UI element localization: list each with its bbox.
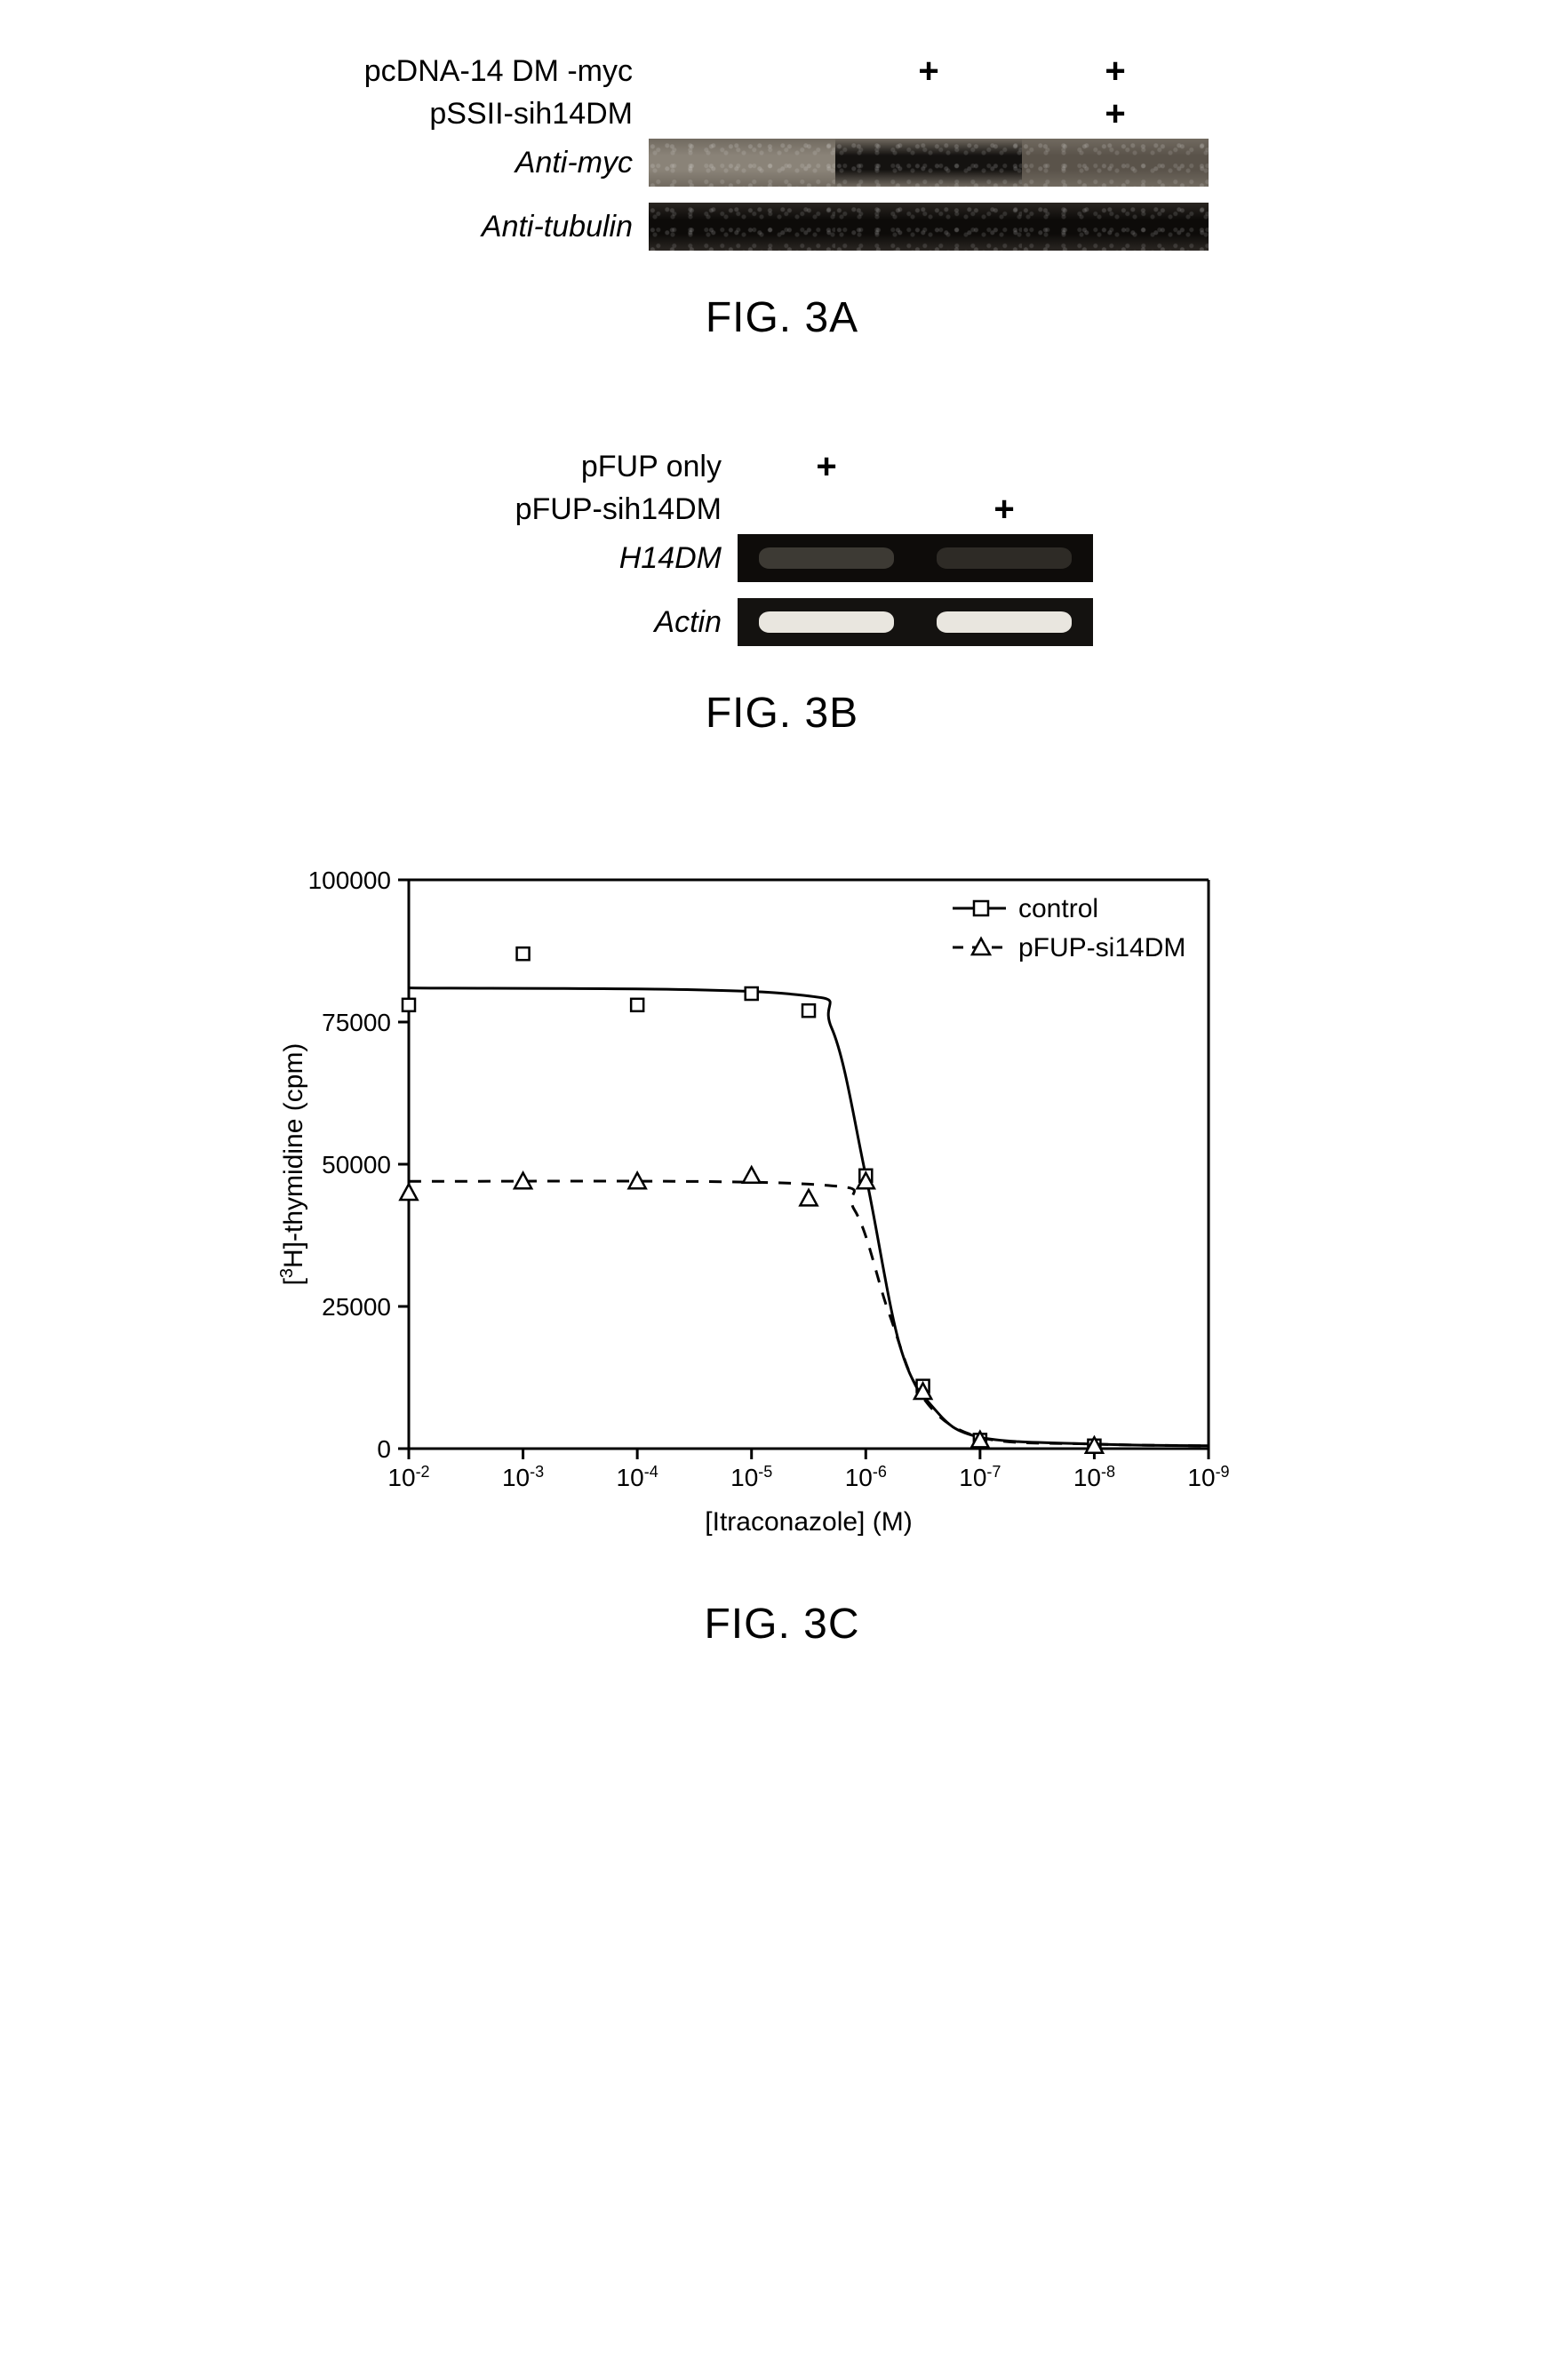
x-tick-label: 10-9 <box>1187 1463 1229 1491</box>
treatment-label: pcDNA-14 DM -myc <box>355 54 649 89</box>
treatment-row: pFUP only+ <box>471 449 1093 484</box>
legend-marker-square <box>974 901 988 915</box>
y-tick-label: 75000 <box>322 1009 391 1036</box>
marker-square <box>746 987 758 1000</box>
x-axis-title: [Itraconazole] (M) <box>705 1507 912 1537</box>
figure-3c: 0 25000 50000 75000 100000 10-2 10-3 10-4 10-5 10… <box>107 844 1457 1649</box>
x-tick-label: 10-4 <box>617 1463 658 1491</box>
plus-mark: + <box>835 53 1022 89</box>
x-tick-label: 10-3 <box>502 1463 544 1491</box>
gel-row: Actin <box>471 598 1093 646</box>
plus-mark: + <box>738 449 915 484</box>
x-tick-label: 10-5 <box>730 1463 772 1491</box>
y-tick-label: 0 <box>377 1435 391 1463</box>
treatment-label: pSSII-sih14DM <box>355 97 649 132</box>
lane <box>1022 203 1209 251</box>
lane <box>649 203 835 251</box>
chart-3c: 0 25000 50000 75000 100000 10-2 10-3 10-4 10-5 10… <box>267 844 1297 1573</box>
y-tick-label: 50000 <box>322 1151 391 1178</box>
gel-band <box>937 611 1072 633</box>
gel-band <box>759 547 894 569</box>
lane <box>915 534 1093 582</box>
legend-label: control <box>1018 894 1098 923</box>
marker-square <box>802 1004 815 1017</box>
lane <box>738 534 915 582</box>
y-tick-label: 100000 <box>308 867 391 894</box>
antibody-label: Anti-tubulin <box>355 210 649 244</box>
plus-mark <box>649 96 835 132</box>
marker-triangle <box>800 1190 817 1206</box>
plus-mark <box>915 449 1093 484</box>
figure-3b: pFUP only+pFUP-sih14DM+H14DMActin FIG. 3… <box>107 449 1457 738</box>
plus-mark: + <box>1022 53 1209 89</box>
marker-triangle <box>743 1167 760 1183</box>
gel-panel-3b: pFUP only+pFUP-sih14DM+H14DMActin <box>471 449 1093 662</box>
y-axis-title: [3H]-thymidine (cpm) <box>277 1043 308 1286</box>
x-tick-label: 10-6 <box>845 1463 887 1491</box>
treatment-label: pFUP only <box>471 450 738 484</box>
treatment-row: pSSII-sih14DM + <box>355 96 1209 132</box>
marker-triangle <box>400 1184 417 1200</box>
x-tick-label: 10-8 <box>1073 1463 1115 1491</box>
marker-square <box>403 999 415 1011</box>
blot-row: Anti-myc <box>355 139 1209 187</box>
lane-strip <box>738 598 1093 646</box>
plus-mark <box>649 53 835 89</box>
marker-square <box>517 947 530 960</box>
plus-mark <box>835 96 1022 132</box>
antibody-label: Anti-myc <box>355 146 649 180</box>
y-tick-label: 25000 <box>322 1293 391 1321</box>
gel-label: H14DM <box>471 541 738 576</box>
lane-strip <box>649 203 1209 251</box>
gel-label: Actin <box>471 605 738 640</box>
figure-label-3a: FIG. 3A <box>706 293 858 342</box>
lane <box>649 139 835 187</box>
x-tick-label: 10-2 <box>387 1463 429 1491</box>
figure-label-3b: FIG. 3B <box>706 689 858 738</box>
treatment-row: pFUP-sih14DM + <box>471 491 1093 527</box>
plus-mark: + <box>915 491 1093 527</box>
lane <box>1022 139 1209 187</box>
treatment-label: pFUP-sih14DM <box>471 492 738 527</box>
marker-square <box>631 999 643 1011</box>
plus-mark: + <box>1022 96 1209 132</box>
figure-label-3c: FIG. 3C <box>704 1600 859 1649</box>
blot-row: Anti-tubulin <box>355 203 1209 251</box>
lane-strip <box>649 139 1209 187</box>
x-tick-label: 10-7 <box>959 1463 1001 1491</box>
lane <box>738 598 915 646</box>
treatment-row: pcDNA-14 DM -myc ++ <box>355 53 1209 89</box>
figure-3a: pcDNA-14 DM -myc++pSSII-sih14DM+Anti-myc… <box>107 53 1457 342</box>
blot-panel-3a: pcDNA-14 DM -myc++pSSII-sih14DM+Anti-myc… <box>355 53 1209 267</box>
lane <box>835 203 1022 251</box>
lane-strip <box>738 534 1093 582</box>
series-curve-pFUP-si14DM <box>409 1181 1209 1446</box>
series-curve-control <box>409 988 1209 1446</box>
gel-band <box>937 547 1072 569</box>
gel-row: H14DM <box>471 534 1093 582</box>
lane <box>915 598 1093 646</box>
gel-band <box>759 611 894 633</box>
legend-label: pFUP-si14DM <box>1018 933 1185 962</box>
plus-mark <box>738 491 915 527</box>
lane <box>835 139 1022 187</box>
